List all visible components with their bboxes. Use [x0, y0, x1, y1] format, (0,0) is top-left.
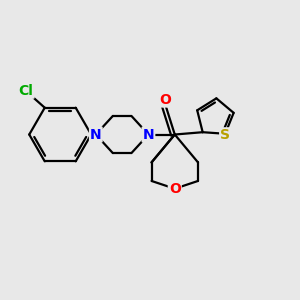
Text: Cl: Cl [19, 84, 34, 98]
Text: N: N [90, 128, 102, 142]
Text: S: S [220, 128, 230, 142]
Text: O: O [160, 92, 171, 106]
Text: O: O [169, 182, 181, 196]
Text: N: N [142, 128, 154, 142]
